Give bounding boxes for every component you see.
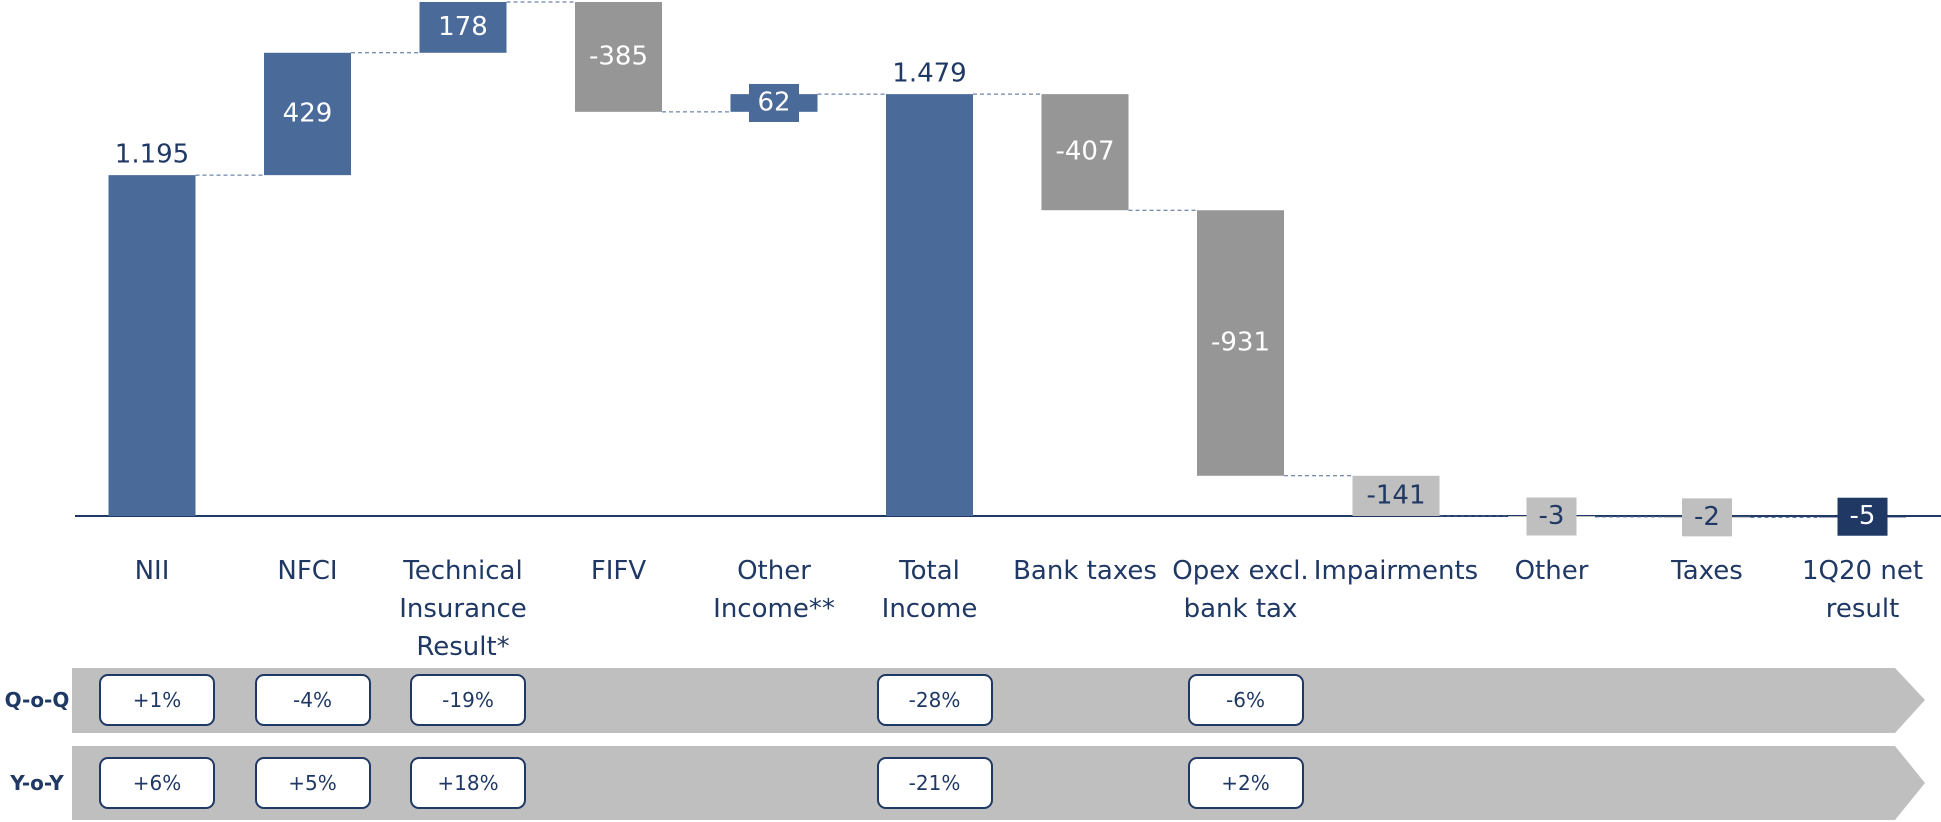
comparison-value: -6% [1187, 674, 1304, 726]
comparison-value: -19% [410, 674, 526, 726]
data-label: 1.479 [892, 59, 966, 89]
comparison-value: -28% [876, 674, 993, 726]
x-tick-label: Impairments [1313, 556, 1479, 586]
comparison-band [72, 746, 1925, 820]
x-tick-label: Technical Insurance Result* [399, 556, 527, 662]
bar [1352, 475, 1440, 516]
comparison-band [72, 668, 1925, 733]
data-label: -931 [1211, 328, 1270, 358]
data-label: -407 [1055, 137, 1114, 167]
comparison-value: +5% [254, 757, 371, 809]
data-label: -3 [1539, 501, 1565, 531]
comparison-value: +1% [99, 674, 215, 726]
row-label: Y-o-Y [10, 771, 64, 795]
x-tick-label: Bank taxes [1013, 556, 1157, 586]
bar [108, 175, 196, 517]
x-tick-label: Other Income** [713, 556, 835, 624]
comparison-value: +2% [1187, 757, 1304, 809]
bar [419, 2, 507, 53]
data-label: -5 [1850, 501, 1876, 531]
data-label: 1.195 [115, 140, 189, 170]
comparison-value: -4% [254, 674, 371, 726]
data-label: -385 [589, 41, 648, 71]
bar [886, 94, 973, 516]
label-box [749, 83, 799, 122]
x-tick-label: Total Income [881, 556, 978, 624]
x-tick-label: Other [1514, 556, 1589, 586]
comparison-value: -21% [876, 757, 993, 809]
bar [575, 2, 662, 112]
data-label: -2 [1694, 502, 1720, 532]
x-tick-label: NII [134, 556, 170, 586]
bar [264, 52, 351, 176]
bar [1197, 210, 1284, 476]
data-label: 62 [757, 87, 790, 117]
x-tick-label: FIFV [590, 556, 647, 586]
x-tick-label: 1Q20 net result [1801, 556, 1924, 624]
comparison-value: +18% [410, 757, 526, 809]
data-label: 178 [438, 12, 488, 42]
label-box [1526, 497, 1577, 536]
data-label: -141 [1366, 480, 1425, 510]
label-box [1682, 498, 1732, 537]
label-box [1837, 497, 1888, 536]
bar [1041, 94, 1129, 211]
row-label: Q-o-Q [4, 688, 70, 712]
x-tick-label: Opex excl. bank tax [1172, 556, 1309, 624]
data-label: 429 [283, 98, 333, 128]
x-tick-label: Taxes [1671, 556, 1743, 586]
comparison-value: +6% [99, 757, 215, 809]
x-tick-label: NFCI [277, 556, 338, 586]
